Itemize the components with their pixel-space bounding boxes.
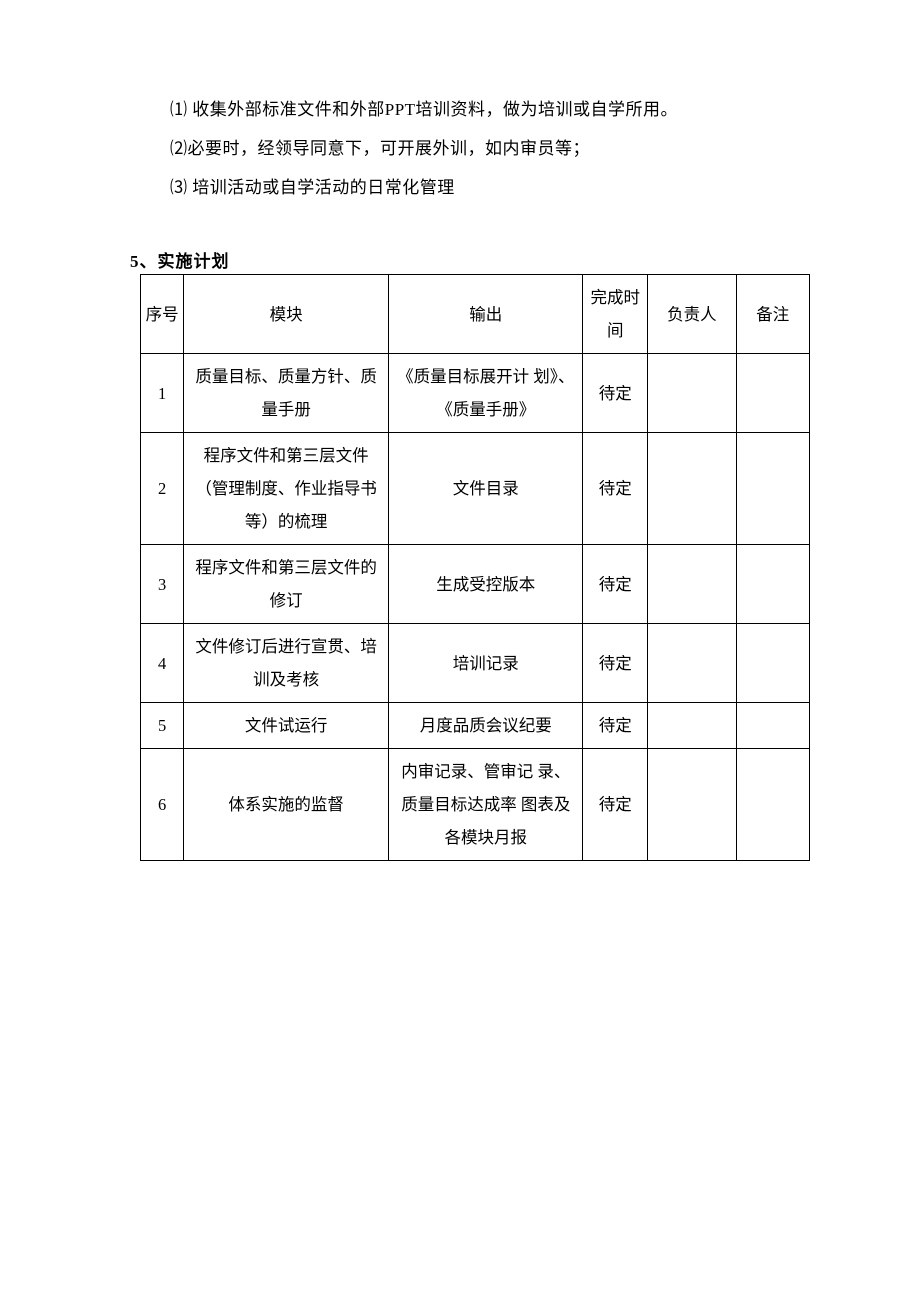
table-row: 3 程序文件和第三层文件的修订 生成受控版本 待定: [141, 545, 810, 624]
cell-owner: [648, 703, 736, 749]
plan-table: 序号 模块 输出 完成时间 负责人 备注 1 质量目标、质量方针、质量手册 《质…: [140, 274, 810, 861]
cell-owner: [648, 545, 736, 624]
cell-note: [736, 545, 809, 624]
cell-time: 待定: [583, 433, 648, 545]
header-time-text: 完成时间: [591, 288, 641, 340]
header-output: 输出: [389, 275, 583, 354]
header-seq: 序号: [141, 275, 184, 354]
intro-list: ⑴ 收集外部标准文件和外部PPT培训资料，做为培训或自学所用。 ⑵必要时，经领导…: [170, 90, 810, 207]
cell-module: 程序文件和第三层文件的修订: [184, 545, 389, 624]
table-header-row: 序号 模块 输出 完成时间 负责人 备注: [141, 275, 810, 354]
cell-output: 内审记录、管审记 录、质量目标达成率 图表及各模块月报: [389, 749, 583, 861]
table-row: 6 体系实施的监督 内审记录、管审记 录、质量目标达成率 图表及各模块月报 待定: [141, 749, 810, 861]
cell-module: 质量目标、质量方针、质量手册: [184, 354, 389, 433]
header-seq-text: 序号: [146, 305, 179, 324]
table-row: 5 文件试运行 月度品质会议纪要 待定: [141, 703, 810, 749]
cell-output: 生成受控版本: [389, 545, 583, 624]
cell-time: 待定: [583, 624, 648, 703]
cell-owner: [648, 624, 736, 703]
cell-module: 程序文件和第三层文件（管理制度、作业指导书等）的梳理: [184, 433, 389, 545]
intro-item-2: ⑵必要时，经领导同意下，可开展外训，如内审员等；: [170, 129, 810, 168]
cell-time: 待定: [583, 354, 648, 433]
cell-note: [736, 433, 809, 545]
cell-seq: 1: [141, 354, 184, 433]
cell-owner: [648, 354, 736, 433]
cell-module: 文件修订后进行宣贯、培训及考核: [184, 624, 389, 703]
cell-seq: 4: [141, 624, 184, 703]
cell-note: [736, 624, 809, 703]
cell-time: 待定: [583, 749, 648, 861]
cell-seq: 5: [141, 703, 184, 749]
header-module: 模块: [184, 275, 389, 354]
header-owner: 负责人: [648, 275, 736, 354]
cell-output: 培训记录: [389, 624, 583, 703]
header-note: 备注: [736, 275, 809, 354]
cell-time: 待定: [583, 545, 648, 624]
table-body: 1 质量目标、质量方针、质量手册 《质量目标展开计 划》、《质量手册》 待定 2…: [141, 354, 810, 861]
cell-time: 待定: [583, 703, 648, 749]
cell-module: 文件试运行: [184, 703, 389, 749]
table-row: 2 程序文件和第三层文件（管理制度、作业指导书等）的梳理 文件目录 待定: [141, 433, 810, 545]
table-row: 4 文件修订后进行宣贯、培训及考核 培训记录 待定: [141, 624, 810, 703]
header-time: 完成时间: [583, 275, 648, 354]
cell-note: [736, 703, 809, 749]
cell-owner: [648, 433, 736, 545]
intro-item-1: ⑴ 收集外部标准文件和外部PPT培训资料，做为培训或自学所用。: [170, 90, 810, 129]
cell-output: 《质量目标展开计 划》、《质量手册》: [389, 354, 583, 433]
cell-note: [736, 749, 809, 861]
cell-module: 体系实施的监督: [184, 749, 389, 861]
intro-item-3: ⑶ 培训活动或自学活动的日常化管理: [170, 168, 810, 207]
section-title: 5、实施计划: [130, 247, 810, 272]
cell-output: 文件目录: [389, 433, 583, 545]
cell-owner: [648, 749, 736, 861]
cell-seq: 2: [141, 433, 184, 545]
cell-seq: 6: [141, 749, 184, 861]
cell-seq: 3: [141, 545, 184, 624]
cell-output: 月度品质会议纪要: [389, 703, 583, 749]
table-row: 1 质量目标、质量方针、质量手册 《质量目标展开计 划》、《质量手册》 待定: [141, 354, 810, 433]
cell-note: [736, 354, 809, 433]
